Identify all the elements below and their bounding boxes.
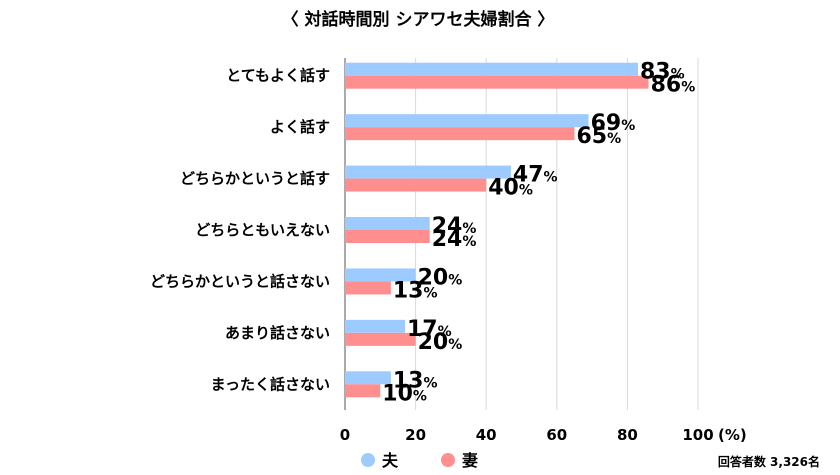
category-label: どちらかというと話さない — [150, 272, 330, 290]
category-label: とてもよく話す — [226, 67, 330, 85]
legend-label: 夫 — [382, 451, 399, 470]
legend-marker — [361, 453, 375, 467]
husband-bar — [345, 217, 430, 230]
value-label: 86% — [651, 73, 696, 98]
value-label: 83% — [640, 60, 685, 85]
respondents-note: 回答者数 3,326名 — [718, 454, 820, 469]
value-label: 20% — [418, 265, 463, 290]
category-labels: とてもよく話すよく話すどちらかというと話すどちらともいえないどちらかというと話さ… — [150, 67, 330, 394]
x-axis-unit: (%) — [718, 426, 747, 444]
category-label: どちらともいえない — [195, 221, 330, 239]
wife-bar — [345, 281, 391, 295]
value-label: 13% — [393, 368, 438, 393]
husband-bar — [345, 268, 416, 282]
value-label: 13% — [393, 278, 438, 303]
legend-label: 妻 — [462, 451, 478, 470]
wife-bar — [345, 75, 649, 89]
bars — [345, 62, 649, 398]
value-label: 10% — [382, 381, 427, 406]
husband-bar — [345, 165, 511, 179]
value-label: 47% — [513, 163, 558, 188]
x-tick-label: 60 — [546, 426, 567, 444]
value-label: 69% — [591, 111, 636, 136]
value-label: 20% — [418, 330, 463, 355]
husband-bar — [345, 319, 406, 333]
chart-title: 〈 対話時間別 シアワセ夫婦割合 〉 — [282, 9, 555, 30]
wife-bar — [345, 127, 575, 141]
category-label: あまり話さない — [225, 324, 330, 342]
wife-bar — [345, 230, 430, 243]
category-label: どちらかというと話す — [180, 170, 330, 188]
value-label: 24% — [432, 227, 477, 252]
legend: 夫妻 — [361, 451, 478, 470]
value-labels: 83%86%69%65%47%40%24%24%20%13%17%20%13%1… — [382, 60, 695, 407]
x-tick-label: 80 — [617, 426, 638, 444]
wife-bar — [345, 384, 381, 398]
x-tick-label: 20 — [405, 426, 426, 444]
wife-bar — [345, 332, 416, 346]
x-axis-ticks: 0 20 40 60 80 100 — [340, 426, 714, 444]
category-label: よく話す — [270, 118, 330, 136]
husband-bar — [345, 62, 638, 76]
legend-marker — [441, 453, 455, 467]
x-tick-label: 100 — [682, 426, 713, 444]
value-label: 24% — [432, 214, 477, 239]
x-tick-label: 0 — [340, 426, 350, 444]
value-label: 17% — [407, 317, 452, 342]
value-label: 65% — [576, 124, 621, 149]
wife-bar — [345, 178, 487, 192]
value-label: 40% — [488, 176, 533, 201]
category-label: まったく話さない — [211, 375, 330, 393]
husband-bar — [345, 371, 391, 385]
x-tick-label: 40 — [476, 426, 497, 444]
husband-bar — [345, 114, 589, 128]
